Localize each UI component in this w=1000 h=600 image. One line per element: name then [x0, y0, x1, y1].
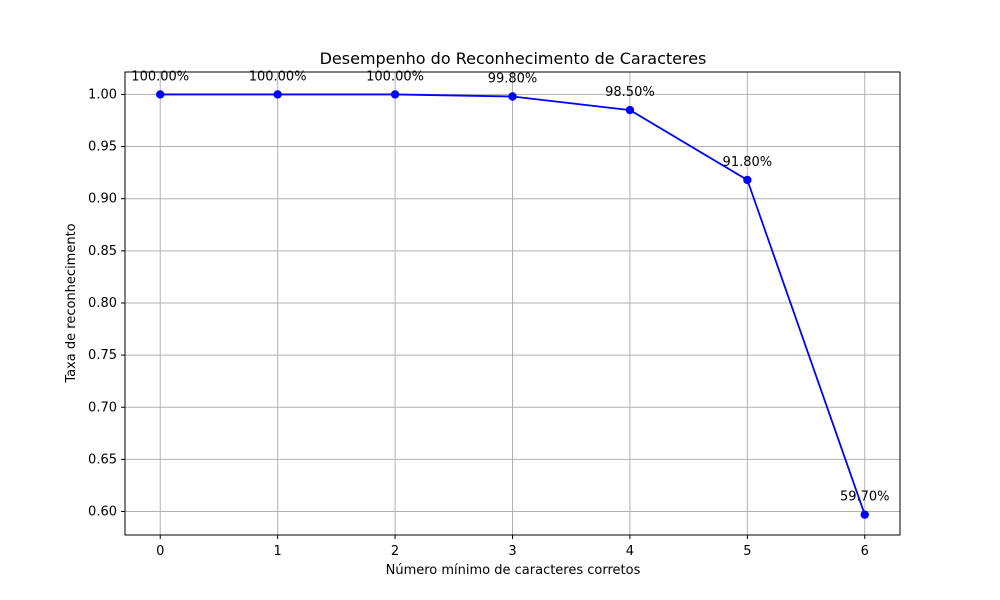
- data-point: [508, 92, 517, 101]
- y-axis-ticks: 0.60 0.65 0.70 0.75 0.80 0.85 0.90 0.95 1.00: [88, 87, 125, 520]
- y-tick-label: 0.60: [88, 505, 117, 520]
- x-tick-label: 0: [156, 544, 164, 559]
- y-tick-label: 1.00: [88, 87, 117, 102]
- x-axis-label: Número mínimo de caracteres corretos: [386, 563, 641, 578]
- data-point: [625, 105, 635, 115]
- x-tick-label: 2: [391, 544, 399, 559]
- data-label: 98.50%: [605, 85, 655, 100]
- x-tick-label: 6: [861, 544, 869, 559]
- line-series: 100.00% 100.00% 100.00% 99.80% 98.50% 91.80% 5…: [131, 69, 890, 519]
- x-axis-ticks: 0 1 2 3 4 5 6: [156, 535, 869, 559]
- chart-title: Desempenho do Reconhecimento de Caracter…: [320, 49, 707, 68]
- y-tick-label: 0.65: [88, 452, 117, 467]
- data-label: 59.70%: [840, 490, 890, 505]
- x-tick-label: 3: [508, 544, 516, 559]
- data-point: [156, 90, 165, 99]
- y-tick-label: 0.95: [88, 140, 117, 155]
- y-tick-label: 0.90: [88, 192, 117, 207]
- y-axis-label: Taxa de reconhecimento: [64, 223, 79, 383]
- plot-frame: [124, 71, 901, 536]
- data-point: [390, 90, 400, 99]
- y-tick-label: 0.80: [88, 296, 117, 311]
- data-label: 91.80%: [723, 155, 773, 170]
- data-label: 99.80%: [488, 72, 538, 87]
- data-point: [743, 175, 752, 185]
- x-tick-label: 5: [743, 544, 751, 559]
- x-tick-label: 1: [274, 544, 282, 559]
- data-label: 100.00%: [131, 69, 189, 84]
- data-point: [860, 510, 869, 519]
- data-label: 100.00%: [366, 69, 424, 84]
- y-tick-label: 0.70: [88, 400, 117, 415]
- data-label: 100.00%: [249, 69, 307, 84]
- x-tick-label: 4: [626, 544, 634, 559]
- grid-lines: [125, 72, 900, 535]
- y-tick-label: 0.75: [88, 348, 117, 363]
- y-tick-label: 0.85: [88, 244, 117, 259]
- data-point: [273, 90, 282, 99]
